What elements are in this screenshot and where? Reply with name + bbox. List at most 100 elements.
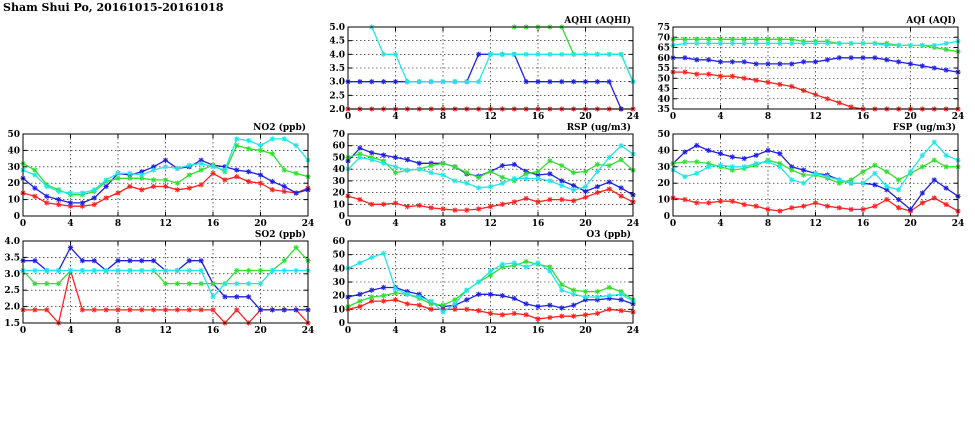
data-point [706,200,712,206]
data-point [404,301,410,307]
data-point [246,294,252,300]
data-point [943,67,949,73]
data-point [293,190,299,196]
data-point [452,207,458,213]
data-point [777,40,783,46]
data-point [511,295,517,301]
data-point [812,200,819,206]
data-point [32,258,38,264]
data-point [706,57,712,63]
x-tick-label: 4 [392,219,398,229]
data-point [777,81,783,87]
data-point [452,164,458,170]
data-point [777,151,783,157]
data-point [618,143,624,149]
data-point [547,197,553,203]
data-point [198,258,204,264]
data-point [139,187,145,193]
data-point [943,185,949,191]
y-tick-label: 0 [14,212,20,222]
data-point [812,59,819,65]
data-point [476,279,482,285]
data-point [943,46,949,53]
data-point [729,73,735,79]
data-point [440,172,446,178]
data-point [44,183,50,190]
data-point [91,201,97,208]
data-point [257,307,264,313]
data-point [618,308,624,314]
data-point [269,307,275,313]
series-cyan [670,38,961,49]
data-point [487,268,494,274]
data-point [812,92,819,98]
data-point [404,291,410,297]
data-point [559,79,565,85]
x-tick-label: 12 [809,112,822,122]
data-point [907,206,914,213]
data-point [943,40,949,46]
data-point [523,264,529,270]
series-cyan [345,143,636,193]
plot-frame [672,133,959,217]
data-point [706,36,712,42]
data-point [293,267,299,274]
y-tick-label: 50 [332,251,345,261]
data-point [210,294,216,300]
y-tick-label: 35 [657,105,670,115]
data-point [381,250,387,256]
data-point [91,187,97,193]
data-point [281,183,287,190]
data-point [103,195,109,201]
data-point [741,156,747,162]
data-point [44,307,50,313]
data-point [281,136,287,142]
data-point [931,139,937,145]
y-tick-label: 40 [332,264,345,274]
data-point [32,267,38,274]
data-point [765,147,771,153]
data-point [487,204,494,210]
data-point [931,42,937,49]
y-tick-label: 4.0 [4,237,20,247]
x-tick-label: 12 [484,219,497,229]
data-point [860,180,866,186]
data-point [369,287,375,293]
data-point [582,194,589,200]
x-tick-label: 12 [484,112,497,122]
data-point [162,281,169,287]
data-point [884,42,890,49]
data-point [392,79,399,85]
data-point [872,40,878,46]
data-point [511,161,517,168]
data-point [682,69,688,75]
data-point [210,164,216,170]
data-point [79,267,85,274]
data-point [293,307,299,313]
data-point [943,152,949,158]
x-tick-label: 0 [670,219,676,229]
data-point [559,305,565,311]
data-point [848,55,854,61]
data-point [369,201,375,207]
data-point [103,177,109,183]
data-point [464,180,470,186]
plot-frame [347,26,634,110]
data-point [606,293,612,299]
data-point [392,51,399,57]
x-tick-label: 4 [717,112,723,122]
data-point [127,175,133,181]
data-point [464,306,470,312]
y-tick-label: 10 [332,305,345,315]
data-point [618,291,624,297]
data-point [511,175,517,182]
data-point [357,298,363,304]
x-tick-label: 16 [532,112,545,122]
x-tick-label: 8 [115,219,121,229]
data-point [381,152,387,158]
data-point [836,177,842,183]
chart-title: SO2 (ppb) [255,229,306,240]
data-point [777,61,783,67]
data-point [765,79,771,85]
data-point [765,40,771,46]
